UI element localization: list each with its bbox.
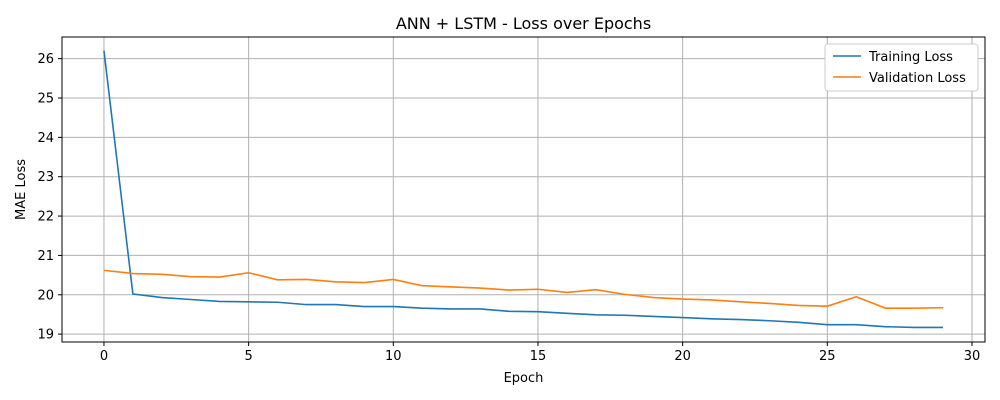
x-tick-label: 0 [100,349,108,364]
x-tick-label: 15 [530,349,547,364]
x-tick-label: 30 [964,349,981,364]
x-tick-label: 10 [385,349,402,364]
series-line-1 [103,269,944,309]
y-axis-ticks: 19 20 21 22 23 24 25 26 [37,52,62,343]
series-line-0 [103,50,944,329]
series-group [103,50,944,329]
legend: Training Loss Validation Loss [824,43,979,92]
y-tick-label: 24 [37,131,54,146]
y-tick-label: 26 [37,52,54,67]
y-tick-label: 25 [37,92,54,107]
y-axis-label: MAE Loss [14,159,29,220]
y-tick-label: 21 [37,249,54,264]
y-tick-label: 23 [37,170,54,185]
chart-title: ANN + LSTM - Loss over Epochs [396,14,651,33]
plot-frame [61,36,986,343]
x-axis-ticks: 0 5 10 15 20 25 30 [100,342,980,364]
legend-label-validation: Validation Loss [869,71,966,86]
y-tick-label: 22 [37,210,54,225]
x-axis-label: Epoch [504,371,544,386]
y-tick-label: 20 [37,288,54,303]
x-tick-label: 25 [819,349,836,364]
y-tick-label: 19 [37,328,54,343]
legend-box [824,43,979,92]
x-tick-label: 20 [674,349,691,364]
x-tick-label: 5 [244,349,252,364]
legend-label-training: Training Loss [868,50,953,65]
